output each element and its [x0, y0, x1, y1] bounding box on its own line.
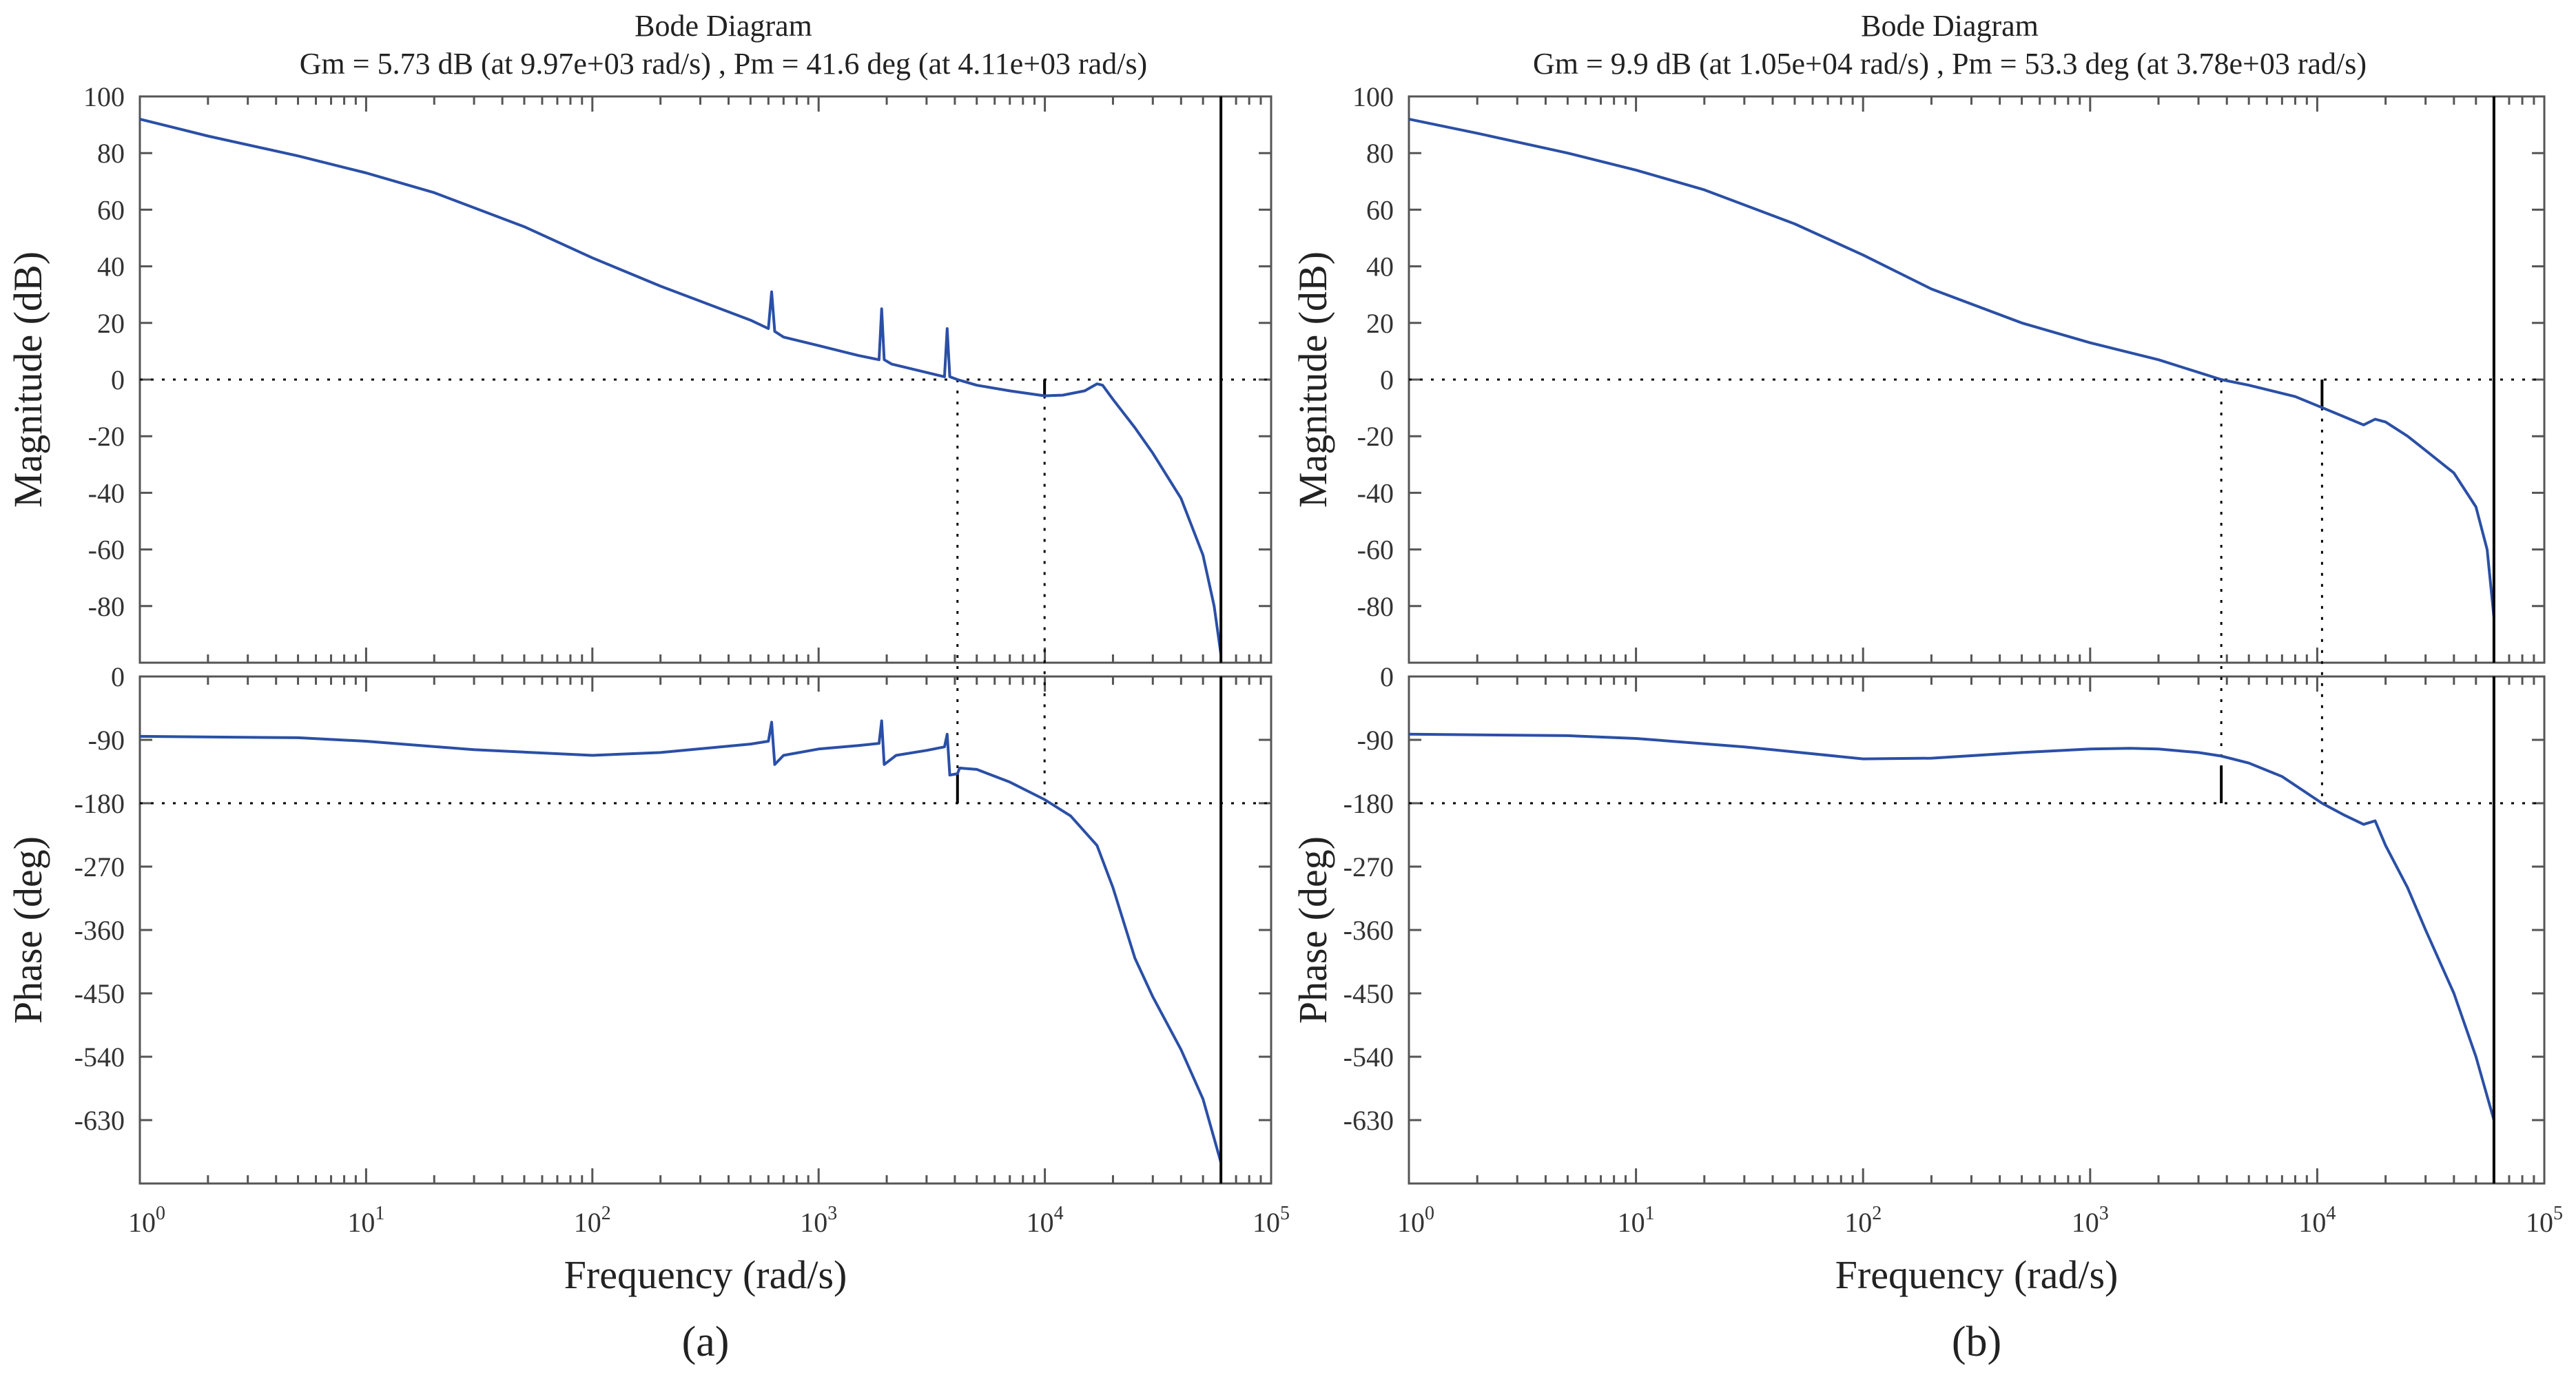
phase-axis-label: Phase (deg) [1290, 836, 1335, 1024]
magnitude-tick-label: 20 [1366, 308, 1394, 339]
phase-tick-label: -90 [1357, 725, 1394, 756]
x-tick-label: 102 [1844, 1203, 1882, 1238]
phase-tick-label: -90 [88, 725, 125, 756]
phase-tick-label: -180 [1343, 788, 1394, 819]
magnitude-tick-label: 0 [1380, 364, 1394, 395]
phase-tick-label: 0 [111, 661, 125, 692]
x-axis-label: Frequency (rad/s) [564, 1252, 847, 1297]
magnitude-tick-label: -80 [88, 591, 125, 622]
magnitude-axis-label: Magnitude (dB) [1290, 251, 1335, 508]
x-tick-label: 102 [574, 1203, 611, 1238]
magnitude-tick-label: -80 [1357, 591, 1394, 622]
chart-subtitle: Gm = 9.9 dB (at 1.05e+04 rad/s) , Pm = 5… [1533, 47, 2367, 81]
magnitude-plot-frame [1408, 95, 2546, 664]
magnitude-tick-label: 80 [97, 138, 125, 169]
magnitude-tick-label: 100 [1352, 81, 1394, 112]
phase-curve [1408, 732, 2495, 1121]
chart-title: Bode Diagram [1861, 9, 2039, 43]
magnitude-tick-label: 40 [97, 251, 125, 282]
chart-subtitle: Gm = 5.73 dB (at 9.97e+03 rad/s) , Pm = … [300, 47, 1147, 81]
phase-tick-label: -450 [1343, 978, 1394, 1009]
x-tick-label: 101 [1618, 1203, 1655, 1238]
phase-tick-label: -630 [1343, 1105, 1394, 1136]
magnitude-tick-label: 20 [97, 308, 125, 339]
phase-tick-label: -270 [74, 851, 125, 882]
x-tick-label: 100 [128, 1203, 165, 1238]
chart-title: Bode Diagram [635, 9, 812, 43]
magnitude-tick-label: 0 [111, 364, 125, 395]
magnitude-tick-label: 40 [1366, 251, 1394, 282]
magnitude-tick-label: -20 [88, 421, 125, 452]
magnitude-tick-label: 80 [1366, 138, 1394, 169]
phase-plot-frame [138, 675, 1272, 1185]
x-tick-label: 104 [1027, 1203, 1064, 1238]
magnitude-tick-label: -60 [1357, 535, 1394, 566]
phase-tick-label: -180 [74, 788, 125, 819]
x-tick-label: 100 [1397, 1203, 1434, 1238]
panel-label: (b) [1952, 1319, 2001, 1365]
magnitude-tick-label: -20 [1357, 421, 1394, 452]
x-axis-label: Frequency (rad/s) [1835, 1252, 2119, 1297]
magnitude-tick-label: 60 [1366, 194, 1394, 225]
magnitude-tick-label: -40 [1357, 477, 1394, 508]
magnitude-tick-label: 60 [97, 194, 125, 225]
phase-tick-label: -270 [1343, 851, 1394, 882]
x-tick-label: 105 [1253, 1203, 1290, 1238]
bode-panel-a: Bode Diagram Gm = 5.73 dB (at 9.97e+03 ra… [6, 9, 1290, 1365]
x-tick-label: 105 [2526, 1203, 2563, 1238]
phase-axis-label: Phase (deg) [6, 836, 50, 1024]
magnitude-curve [1408, 117, 2495, 618]
phase-tick-label: 0 [1380, 661, 1394, 692]
x-tick-label: 103 [800, 1203, 837, 1238]
phase-tick-label: -450 [74, 978, 125, 1009]
phase-curve [139, 719, 1223, 1163]
magnitude-tick-label: 100 [83, 81, 125, 112]
magnitude-axis-label: Magnitude (dB) [6, 251, 50, 508]
x-tick-label: 103 [2072, 1203, 2109, 1238]
phase-plot-frame [1408, 675, 2546, 1185]
phase-tick-label: -540 [74, 1042, 125, 1073]
magnitude-tick-label: -40 [88, 477, 125, 508]
x-tick-label: 101 [347, 1203, 384, 1238]
magnitude-tick-label: -60 [88, 535, 125, 566]
phase-tick-label: -630 [74, 1105, 125, 1136]
phase-tick-label: -360 [1343, 915, 1394, 946]
phase-tick-label: -540 [1343, 1042, 1394, 1073]
bode-panel-b: Bode Diagram Gm = 9.9 dB (at 1.05e+04 rad… [1290, 9, 2563, 1365]
magnitude-curve [139, 117, 1223, 654]
panel-label: (a) [682, 1319, 730, 1365]
x-tick-label: 104 [2298, 1203, 2336, 1238]
phase-tick-label: -360 [74, 915, 125, 946]
